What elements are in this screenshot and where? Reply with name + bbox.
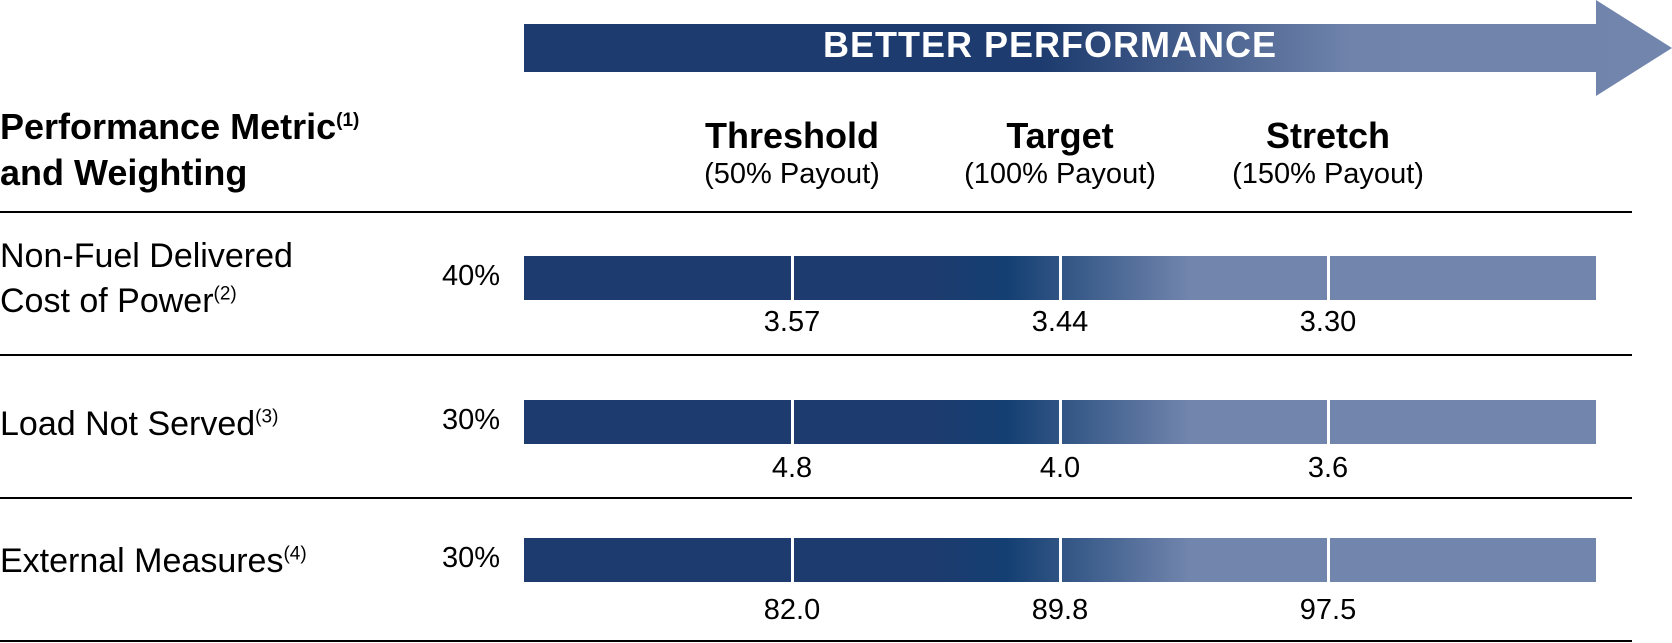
metric-label-external-measures: External Measures(4) (0, 539, 307, 584)
performance-bar (524, 538, 1596, 582)
header-line-2: and Weighting (0, 152, 248, 193)
level-payout: (150% Payout) (1232, 158, 1424, 190)
metric-column-header: Performance Metric(1) and Weighting (0, 104, 359, 196)
target-value: 4.0 (1039, 452, 1081, 484)
metric-footnote: (4) (283, 543, 307, 565)
metric-label-line-1: Non-Fuel Delivered (0, 237, 293, 275)
threshold-value: 82.0 (763, 594, 821, 626)
metric-label-load-not-served: Load Not Served(3) (0, 402, 278, 447)
bar-divider-stretch (1327, 256, 1330, 300)
row-divider (0, 354, 1632, 356)
level-name: Target (1006, 115, 1114, 156)
header-divider (0, 211, 1632, 213)
level-threshold: Threshold (50% Payout) (682, 116, 902, 192)
bar-divider-stretch (1327, 400, 1330, 444)
level-payout: (100% Payout) (964, 158, 1156, 190)
bar-divider-threshold (791, 538, 794, 582)
level-name: Stretch (1265, 115, 1391, 156)
header-line-1: Performance Metric (0, 106, 337, 147)
level-name: Threshold (704, 115, 879, 156)
banner-label: BETTER PERFORMANCE (822, 24, 1277, 65)
stretch-value: 3.30 (1299, 306, 1357, 338)
stretch-value: 3.6 (1307, 452, 1349, 484)
bottom-divider (0, 640, 1632, 642)
arrow-right-icon (524, 0, 1672, 96)
metric-footnote: (2) (213, 283, 237, 305)
level-stretch: Stretch (150% Payout) (1218, 116, 1438, 192)
metric-footnote: (3) (255, 406, 279, 428)
header-footnote: (1) (336, 110, 360, 131)
metric-label-non-fuel-cost: Non-Fuel Delivered Cost of Power(2) (0, 234, 293, 324)
bar-divider-stretch (1327, 538, 1330, 582)
better-performance-arrow: BETTER PERFORMANCE (524, 0, 1672, 96)
level-payout: (50% Payout) (704, 158, 880, 190)
performance-bar (524, 256, 1596, 300)
bar-divider-threshold (791, 400, 794, 444)
bar-divider-target (1059, 400, 1062, 444)
metric-weight: 30% (441, 404, 500, 436)
target-value: 89.8 (1031, 594, 1089, 626)
bar-divider-target (1059, 256, 1062, 300)
row-divider (0, 497, 1632, 499)
bar-divider-threshold (791, 256, 794, 300)
metric-label-line-1: Load Not Served (0, 405, 256, 443)
stretch-value: 97.5 (1299, 594, 1357, 626)
bar-divider-target (1059, 538, 1062, 582)
metric-label-line-1: External Measures (0, 542, 284, 580)
metric-weight: 40% (441, 260, 500, 292)
target-value: 3.44 (1031, 306, 1089, 338)
level-target: Target (100% Payout) (950, 116, 1170, 192)
threshold-value: 3.57 (763, 306, 821, 338)
metric-weight: 30% (441, 542, 500, 574)
metric-label-line-2: Cost of Power (0, 282, 214, 320)
threshold-value: 4.8 (771, 452, 813, 484)
performance-bar (524, 400, 1596, 444)
